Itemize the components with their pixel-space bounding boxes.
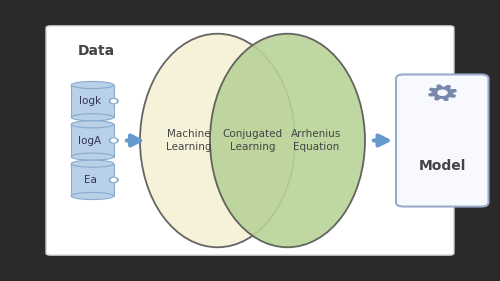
Ellipse shape bbox=[72, 114, 114, 121]
Ellipse shape bbox=[72, 153, 114, 160]
Ellipse shape bbox=[210, 34, 365, 247]
Ellipse shape bbox=[140, 34, 295, 247]
Text: Conjugated
Learning: Conjugated Learning bbox=[222, 129, 282, 152]
Circle shape bbox=[438, 90, 447, 95]
Circle shape bbox=[109, 99, 118, 104]
Text: Data: Data bbox=[78, 44, 114, 58]
Circle shape bbox=[111, 178, 116, 181]
Circle shape bbox=[111, 139, 116, 142]
Text: Ea: Ea bbox=[84, 175, 96, 185]
Text: Model: Model bbox=[419, 159, 466, 173]
Circle shape bbox=[111, 100, 116, 103]
Ellipse shape bbox=[72, 121, 114, 128]
Circle shape bbox=[109, 177, 118, 182]
FancyBboxPatch shape bbox=[396, 74, 488, 207]
Text: Arrhenius
Equation: Arrhenius Equation bbox=[292, 129, 342, 152]
Ellipse shape bbox=[72, 160, 114, 167]
Text: logk: logk bbox=[79, 96, 101, 106]
Ellipse shape bbox=[72, 192, 114, 200]
Text: logA: logA bbox=[78, 135, 102, 146]
Circle shape bbox=[109, 138, 118, 143]
Text: Machine
Learning: Machine Learning bbox=[166, 129, 211, 152]
Bar bbox=[72, 85, 114, 117]
Bar bbox=[72, 164, 114, 196]
Bar bbox=[72, 124, 114, 157]
Ellipse shape bbox=[72, 81, 114, 89]
FancyBboxPatch shape bbox=[46, 26, 454, 255]
Polygon shape bbox=[429, 85, 456, 100]
